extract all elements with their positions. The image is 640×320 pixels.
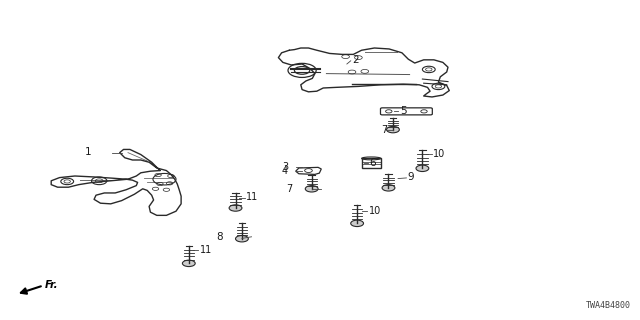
Text: 8: 8 bbox=[216, 232, 223, 243]
Text: 2: 2 bbox=[352, 55, 358, 65]
Text: 1: 1 bbox=[85, 147, 92, 157]
Circle shape bbox=[305, 186, 318, 192]
Circle shape bbox=[387, 126, 399, 133]
Text: Fr.: Fr. bbox=[45, 280, 58, 290]
Text: 11: 11 bbox=[200, 244, 212, 255]
Circle shape bbox=[351, 220, 364, 227]
Text: 6: 6 bbox=[369, 157, 376, 168]
Text: 10: 10 bbox=[433, 148, 445, 159]
Circle shape bbox=[229, 205, 242, 211]
Text: 4: 4 bbox=[282, 166, 288, 176]
Text: 5: 5 bbox=[400, 106, 406, 116]
Text: 10: 10 bbox=[369, 205, 381, 216]
Text: 9: 9 bbox=[408, 172, 414, 182]
Circle shape bbox=[236, 236, 248, 242]
Text: 3: 3 bbox=[282, 162, 288, 172]
Circle shape bbox=[382, 185, 395, 191]
Text: 11: 11 bbox=[246, 192, 259, 202]
Circle shape bbox=[182, 260, 195, 267]
Bar bbox=[362, 158, 381, 168]
Text: TWA4B4800: TWA4B4800 bbox=[586, 301, 630, 310]
Text: 7: 7 bbox=[286, 184, 292, 194]
Circle shape bbox=[416, 165, 429, 172]
Text: 7: 7 bbox=[381, 125, 388, 135]
